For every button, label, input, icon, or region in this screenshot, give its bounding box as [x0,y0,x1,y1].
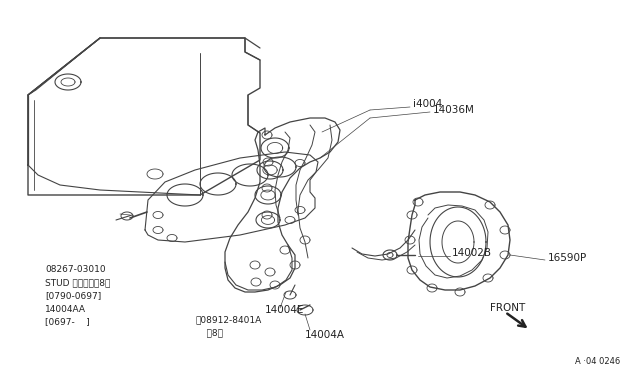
Text: 14004A: 14004A [305,330,345,340]
Text: STUD スタッド（8）: STUD スタッド（8） [45,279,110,288]
Text: A ·04 0246: A ·04 0246 [575,357,620,366]
Text: FRONT: FRONT [490,303,525,313]
Text: 08267-03010: 08267-03010 [45,266,106,275]
Text: 14004AA: 14004AA [45,305,86,314]
Text: i4004: i4004 [413,99,442,109]
Text: 14036M: 14036M [433,105,475,115]
Text: 14004E: 14004E [265,305,305,315]
Text: [0697-    ]: [0697- ] [45,317,90,327]
Text: （8）: （8） [195,328,223,337]
Text: 16590P: 16590P [548,253,588,263]
Text: [0790-0697]: [0790-0697] [45,292,101,301]
Text: ⓝ08912-8401A: ⓝ08912-8401A [195,315,261,324]
Text: 14002B: 14002B [452,248,492,258]
